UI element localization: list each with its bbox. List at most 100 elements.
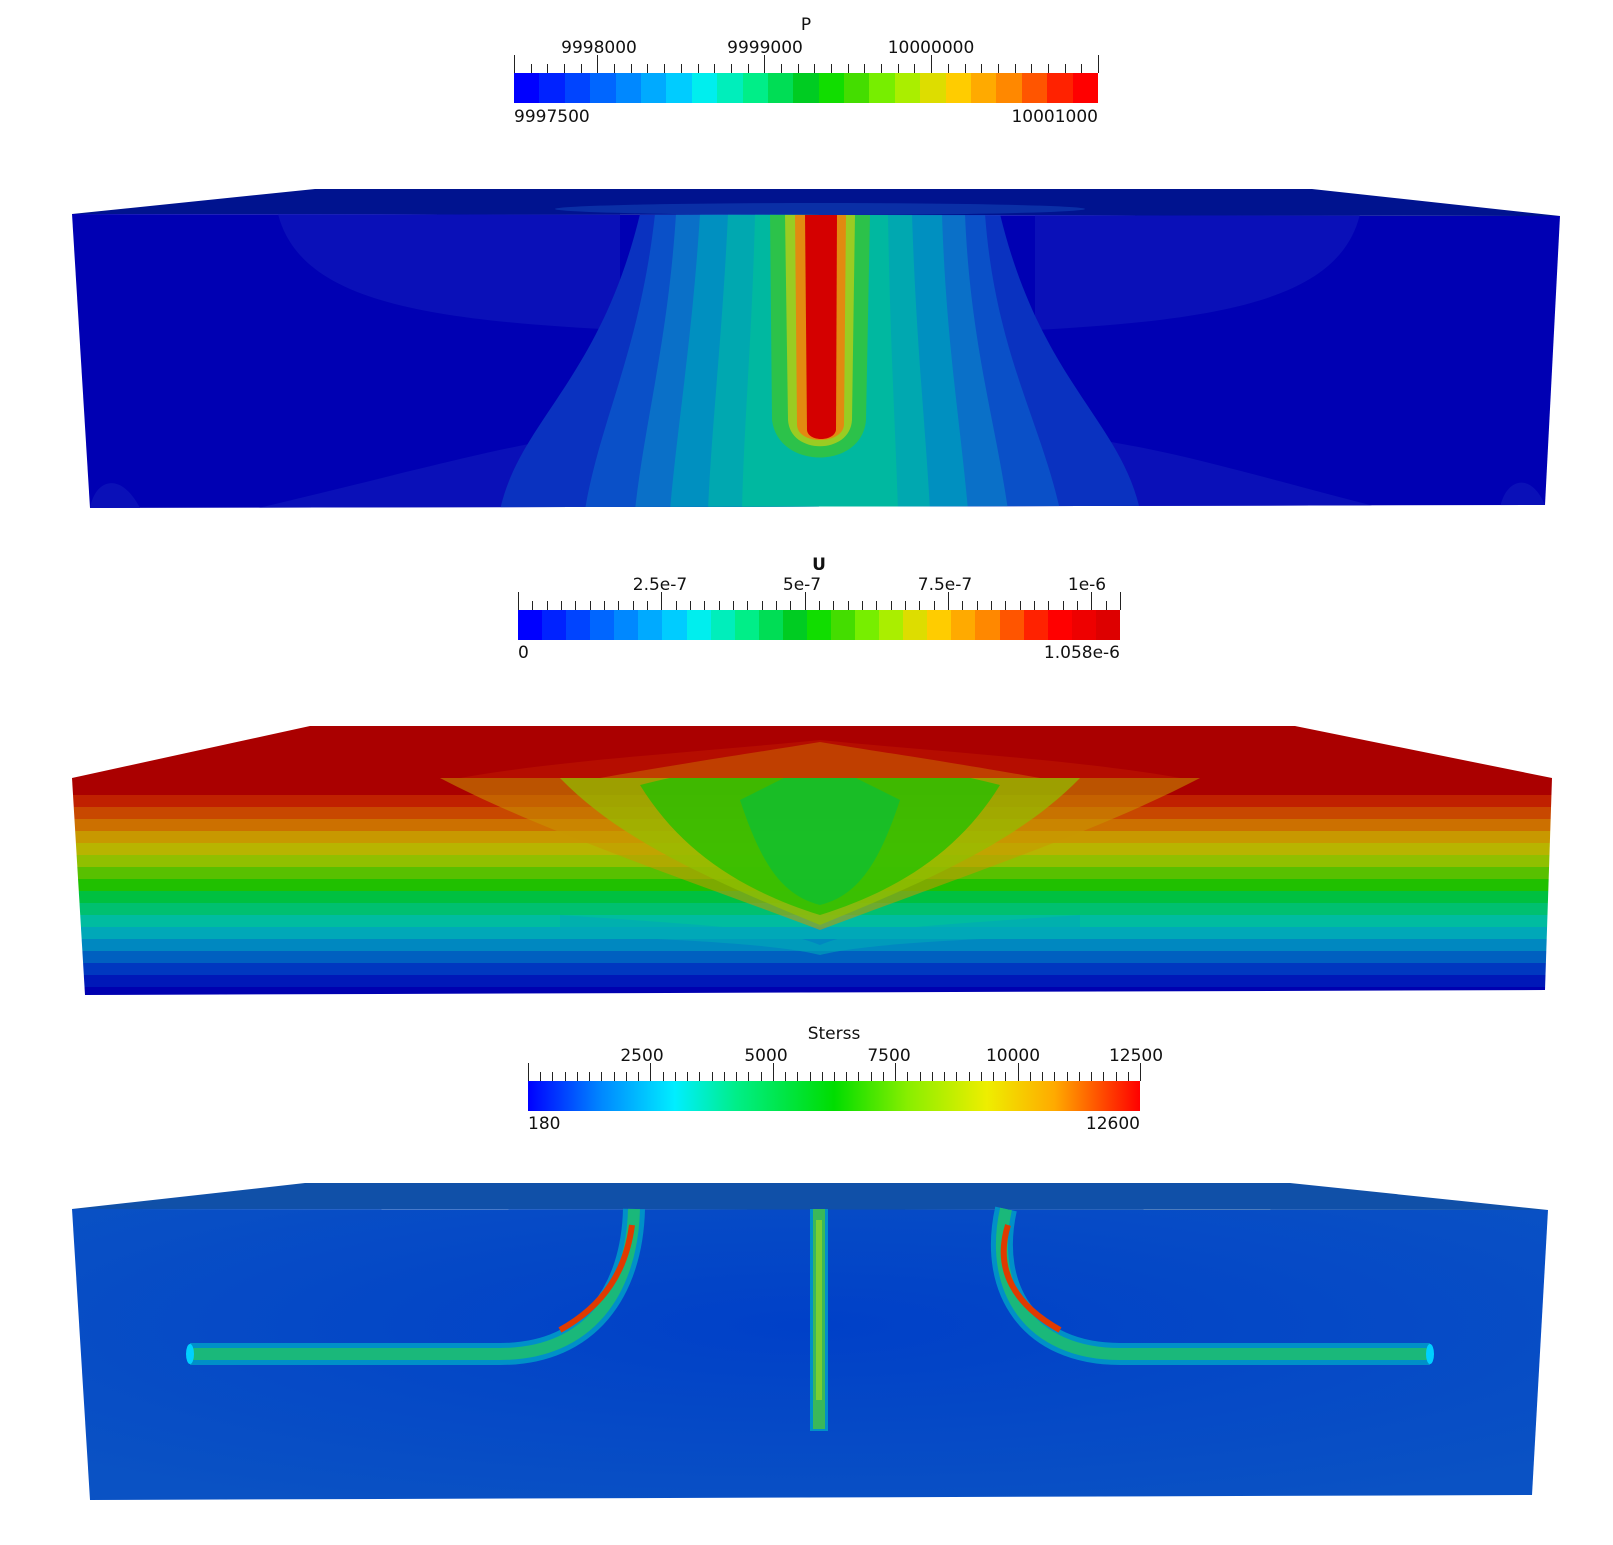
tick-mark [632,601,634,610]
tick-mark [919,1072,921,1081]
stress-colorbar: Sterss 2500 5000 7500 10000 12500 180 12… [528,1024,1163,1134]
tick-mark [964,64,966,73]
stress-tick-label: 10000 [985,1046,1041,1066]
tick-mark [905,601,906,610]
tick-mark [697,64,699,73]
color-band [742,73,768,103]
tick-mark [1019,601,1021,610]
tick-mark [589,601,591,610]
tick-mark [847,601,849,610]
color-band [691,73,718,103]
u-range-max: 1.058e-6 [1043,643,1120,663]
color-band [869,73,895,103]
color-band [903,610,928,640]
tick-mark [785,1072,787,1081]
u-tick-label: 1e-6 [1067,575,1107,595]
color-band [1072,73,1098,103]
tick-mark [723,1072,725,1081]
tick-mark [561,601,562,610]
tick-mark [614,64,616,73]
color-band [793,73,819,103]
u-range-min: 0 [518,643,529,663]
color-band [640,73,667,103]
tick-mark [776,601,777,610]
tick-mark [580,64,582,73]
tick-mark [1098,55,1099,73]
tick-mark [968,1072,970,1081]
tick-mark [814,64,816,73]
tick-mark [664,64,666,73]
tick-mark [1014,64,1016,73]
tick-mark [1081,64,1083,73]
tick-mark [1120,592,1121,610]
tick-mark [613,1072,615,1081]
tick-mark [625,1072,627,1081]
tick-mark [604,601,605,610]
color-band [831,610,856,640]
u-color-gradient [518,610,1120,640]
tick-mark [1048,601,1050,610]
tick-mark [718,601,720,610]
tick-mark [1017,1063,1019,1081]
tick-mark [687,1072,689,1081]
tick-mark [589,1072,591,1081]
tick-mark [747,601,749,610]
color-band [590,610,615,640]
tick-mark [809,1072,811,1081]
stress-range-max: 12600 [1085,1114,1140,1134]
tick-mark [819,601,820,610]
p-colorbar: P 9998000 9999000 10000000 9997500 10001… [514,15,1099,127]
tick-mark [564,1072,566,1081]
tick-mark [947,64,949,73]
tick-mark [690,601,691,610]
tick-mark [630,64,632,73]
tick-mark [1105,601,1107,610]
p-colorbar-title: P [800,15,812,35]
color-band [666,73,692,103]
color-band [710,610,735,640]
stress-tick-label: 12500 [1108,1046,1164,1066]
color-band [686,610,711,640]
tick-mark [948,592,949,610]
tick-mark [1140,1063,1141,1081]
tick-mark [882,1072,884,1081]
tick-mark [1042,1072,1044,1081]
color-band [1095,610,1120,640]
color-band [615,73,641,103]
stress-field-view [72,1183,1548,1500]
stress-color-gradient [528,1081,1140,1111]
color-band [734,610,759,640]
color-band [975,610,1000,640]
tick-mark [919,601,921,610]
tick-mark [1076,601,1078,610]
tick-mark [780,64,782,73]
tick-mark [1005,1072,1007,1081]
tick-mark [804,592,806,610]
tick-mark [991,601,992,610]
tick-mark [1064,64,1066,73]
tick-mark [933,601,935,610]
tick-mark [540,1072,542,1081]
stress-tick-label: 5000 [744,1046,788,1066]
tick-mark [897,64,899,73]
color-band [894,73,921,103]
tick-mark [870,1072,872,1081]
color-band [564,73,591,103]
tick-mark [650,1063,652,1081]
tick-mark [1103,1072,1105,1081]
tick-mark [714,64,716,73]
tick-mark [552,1072,554,1081]
pressure-field-view [72,189,1560,508]
tick-mark [847,64,849,73]
tick-mark [1127,1072,1129,1081]
tick-mark [1034,601,1035,610]
tick-mark [764,55,766,73]
tick-mark [661,592,663,610]
tick-mark [638,1072,640,1081]
tick-mark [981,64,983,73]
tick-mark [547,64,549,73]
p-tick-label: 9999000 [727,38,803,58]
tick-mark [914,64,916,73]
color-band [566,610,591,640]
color-band [855,610,880,640]
